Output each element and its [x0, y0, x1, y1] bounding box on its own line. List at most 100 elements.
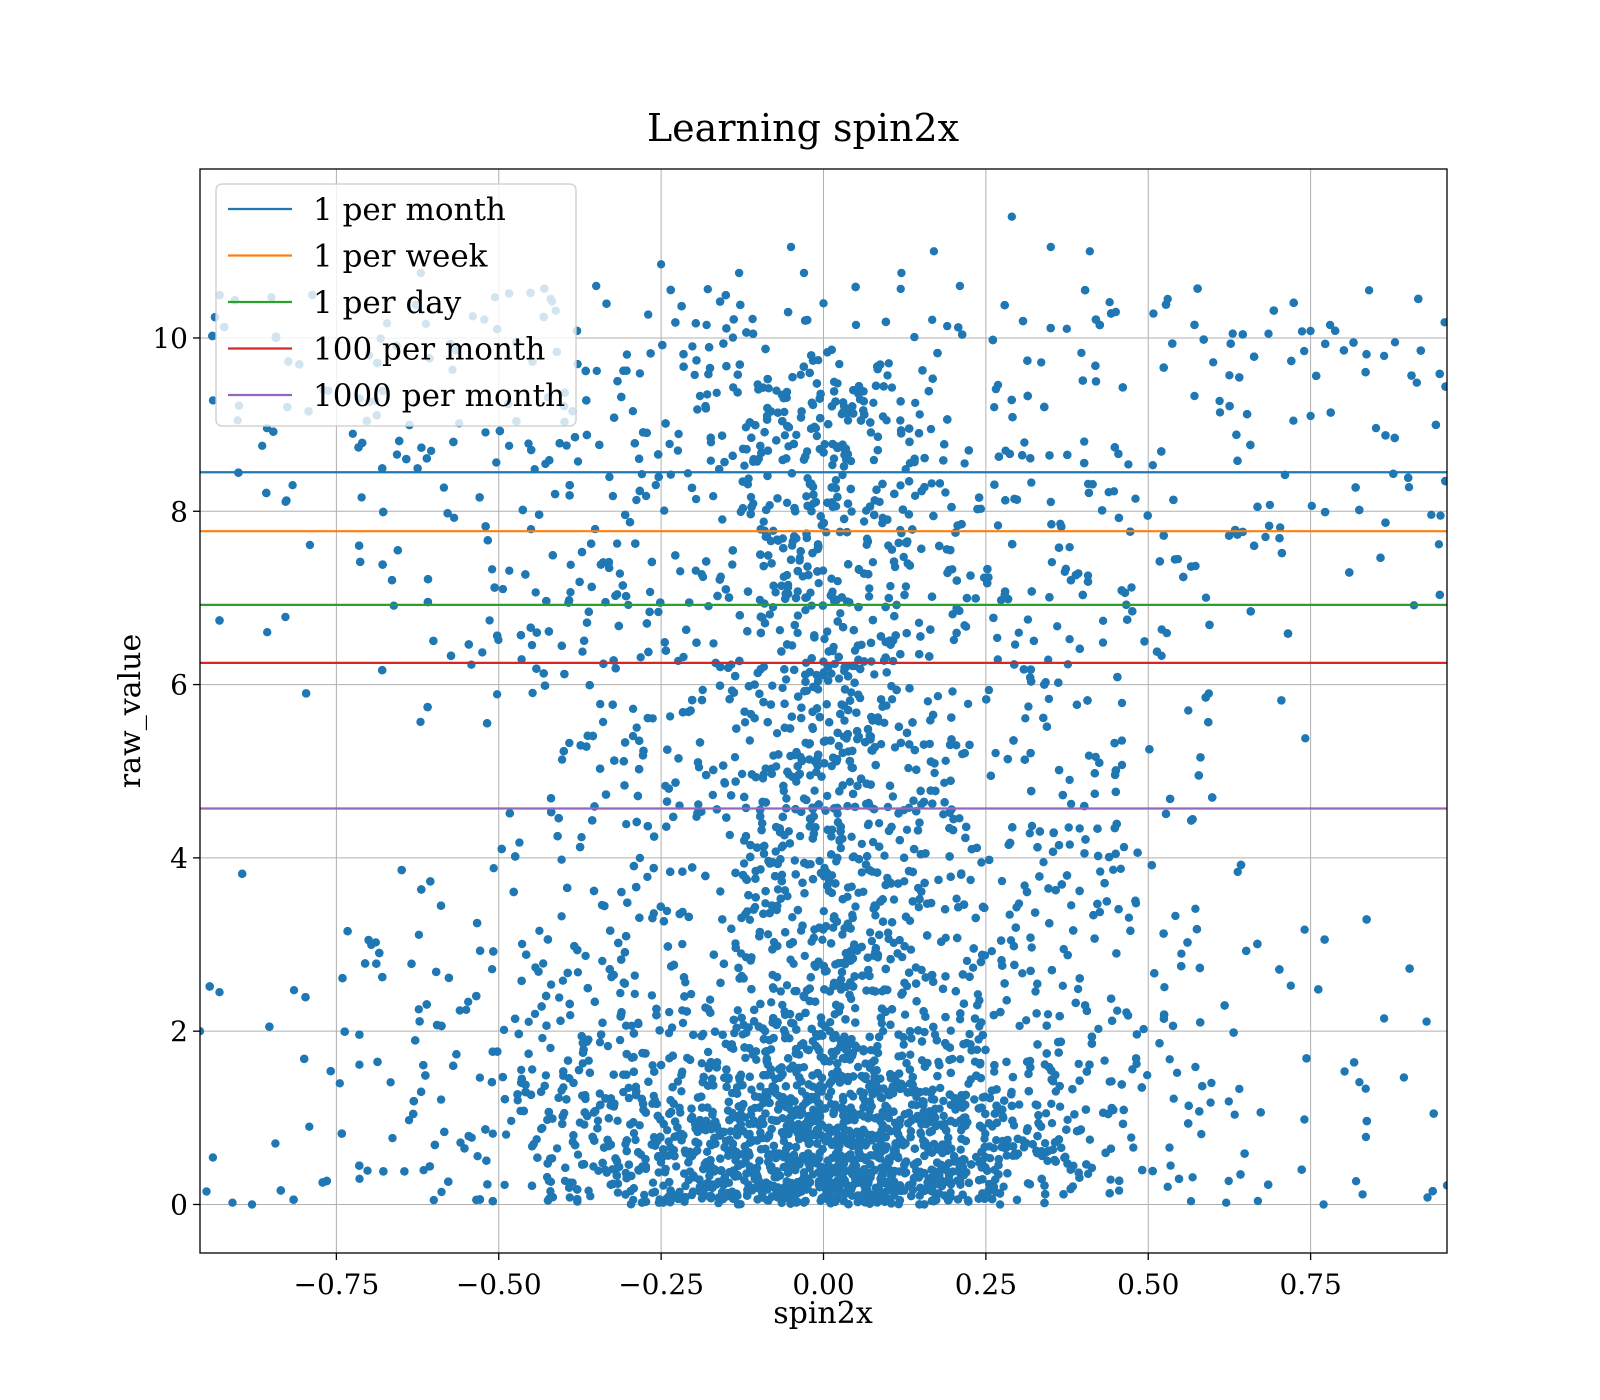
scatter-point	[622, 820, 631, 829]
scatter-point	[1012, 903, 1021, 912]
scatter-point	[581, 951, 590, 961]
scatter-point	[926, 424, 936, 434]
scatter-point	[1027, 478, 1036, 487]
scatter-point	[566, 588, 575, 597]
scatter-point	[1113, 1006, 1122, 1015]
scatter-point	[1286, 981, 1296, 990]
scatter-point	[956, 1145, 965, 1154]
scatter-point	[782, 794, 791, 803]
scatter-point	[928, 315, 937, 324]
scatter-point	[887, 695, 897, 704]
scatter-point	[939, 1111, 948, 1121]
scatter-point	[258, 441, 267, 450]
scatter-point	[651, 480, 660, 490]
scatter-point	[1379, 351, 1389, 361]
scatter-point	[869, 455, 879, 465]
scatter-point	[795, 556, 804, 565]
scatter-point	[602, 1168, 611, 1177]
scatter-point	[933, 692, 943, 701]
scatter-point	[632, 495, 641, 505]
scatter-point	[880, 851, 889, 860]
scatter-point	[705, 995, 715, 1004]
scatter-point	[624, 1093, 634, 1103]
scatter-point	[501, 1130, 511, 1139]
scatter-point	[708, 790, 717, 800]
scatter-point	[507, 1116, 516, 1126]
scatter-point	[776, 987, 785, 996]
scatter-point	[906, 945, 916, 954]
scatter-point	[822, 528, 831, 537]
scatter-point	[916, 1129, 926, 1139]
scatter-point	[853, 1062, 863, 1072]
scatter-point	[745, 736, 754, 745]
scatter-point	[1434, 540, 1444, 549]
scatter-point	[1289, 416, 1298, 425]
scatter-point	[1059, 944, 1068, 954]
scatter-point	[1024, 702, 1033, 711]
scatter-point	[524, 1017, 533, 1026]
scatter-point	[782, 981, 792, 990]
scatter-point	[1253, 1196, 1263, 1206]
scatter-point	[712, 388, 721, 397]
scatter-point	[878, 702, 887, 711]
scatter-point	[1139, 1024, 1148, 1034]
scatter-point	[883, 802, 893, 812]
scatter-point	[1098, 616, 1108, 625]
grid	[200, 169, 1447, 1253]
scatter-point	[890, 743, 900, 752]
scatter-point	[801, 606, 810, 615]
scatter-point	[573, 968, 583, 977]
scatter-point	[499, 1025, 509, 1035]
scatter-point	[662, 906, 672, 916]
scatter-point	[878, 412, 888, 421]
scatter-point	[641, 491, 651, 501]
scatter-point	[1131, 494, 1140, 503]
scatter-point	[747, 1105, 756, 1114]
scatter-point	[1165, 1143, 1174, 1152]
scatter-point	[348, 429, 357, 438]
scatter-point	[355, 1174, 364, 1184]
scatter-point	[993, 655, 1002, 664]
scatter-point	[488, 1129, 497, 1138]
scatter-point	[838, 1092, 848, 1102]
scatter-point	[1297, 327, 1307, 336]
scatter-point	[1197, 1129, 1206, 1139]
scatter-point	[771, 588, 780, 597]
scatter-point	[1027, 943, 1036, 952]
scatter-point	[628, 731, 638, 741]
scatter-point	[541, 1071, 551, 1080]
scatter-point	[896, 481, 905, 490]
scatter-point	[782, 570, 792, 580]
scatter-point	[691, 494, 701, 504]
scatter-point	[697, 1059, 706, 1068]
scatter-point	[1306, 326, 1315, 336]
scatter-point	[768, 681, 777, 690]
scatter-point	[414, 1005, 423, 1014]
scatter-point	[867, 936, 877, 946]
scatter-point	[977, 1018, 986, 1027]
scatter-point	[608, 491, 618, 501]
scatter-point	[857, 868, 866, 877]
scatter-point	[555, 993, 564, 1002]
scatter-point	[851, 902, 860, 911]
scatter-point	[873, 1048, 883, 1058]
scatter-point	[1358, 1190, 1367, 1199]
scatter-point	[586, 1192, 595, 1201]
scatter-point	[859, 887, 868, 896]
scatter-point	[690, 370, 699, 380]
scatter-point	[1066, 799, 1076, 809]
scatter-point	[843, 883, 853, 892]
scatter-point	[1109, 865, 1118, 874]
scatter-point	[1021, 714, 1030, 723]
scatter-point	[654, 1168, 663, 1177]
scatter-point	[814, 579, 823, 588]
scatter-point	[904, 763, 913, 773]
scatter-point	[305, 1122, 314, 1131]
scatter-point	[1148, 461, 1158, 470]
scatter-point	[635, 1121, 644, 1130]
scatter-point	[818, 935, 827, 944]
scatter-point	[781, 675, 791, 684]
scatter-point	[539, 959, 548, 968]
scatter-point	[1399, 1073, 1409, 1082]
scatter-point	[462, 1005, 471, 1014]
